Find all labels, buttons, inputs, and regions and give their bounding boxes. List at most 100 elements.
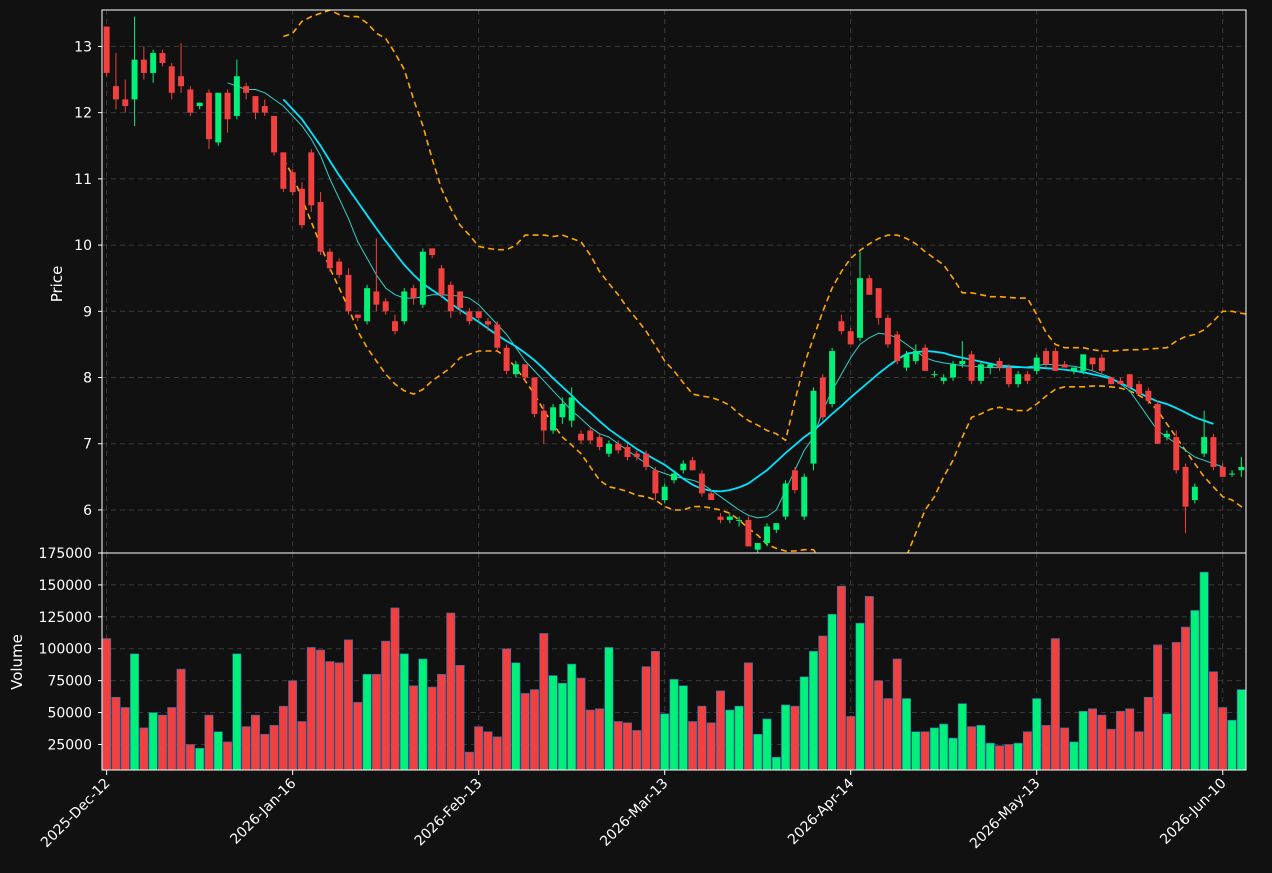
candle-body [736, 519, 743, 521]
candle-body [1210, 437, 1217, 467]
price-tick-label: 8 [83, 371, 92, 387]
candles [103, 16, 1245, 553]
volume-bar [716, 690, 725, 770]
candle-body [373, 291, 380, 305]
volume-bar [799, 676, 809, 770]
candle-body [1015, 374, 1022, 385]
volume-bar [399, 653, 409, 770]
candle-body [680, 463, 687, 471]
candle-body [866, 278, 873, 295]
candle-body [1080, 354, 1087, 371]
volume-bar [185, 744, 195, 770]
price-tick-label: 10 [74, 238, 92, 254]
volume-bar [827, 613, 837, 770]
candle-body [438, 268, 445, 295]
price-tick-label: 9 [83, 304, 92, 320]
volume-bar [539, 633, 549, 770]
volume-bar [809, 650, 818, 770]
volume-bar [418, 658, 428, 770]
volume-bar [874, 680, 884, 770]
candle-body [652, 470, 659, 494]
volume-bar [771, 756, 781, 770]
price-tick-label: 11 [74, 172, 92, 188]
volume-tick-label: 50000 [47, 706, 92, 722]
candle-body [661, 486, 668, 501]
price-axis-ticks: 6 7 8 9 10 11 12 13 [74, 39, 102, 519]
volume-bar [1106, 728, 1116, 770]
candle-body [596, 437, 603, 448]
volume-bar [334, 662, 344, 770]
candle-body [1145, 390, 1152, 401]
volume-bar [1115, 710, 1125, 770]
volume-bar [157, 714, 167, 770]
candle-body [401, 291, 408, 322]
volume-bar [557, 682, 567, 770]
volume-bar [985, 742, 995, 770]
candle-body [391, 321, 398, 332]
volume-bar [223, 741, 233, 770]
candle-body [950, 364, 957, 378]
candle-body [559, 404, 566, 418]
volume-bar [195, 747, 205, 770]
candle-body [429, 248, 436, 256]
volume-bar [269, 725, 279, 770]
candle-body [717, 516, 724, 520]
volume-bar [427, 686, 437, 770]
candle-body [215, 92, 222, 143]
volume-bar [567, 663, 577, 770]
candle-body [345, 274, 352, 312]
candle-body [940, 377, 947, 381]
candle-body [726, 516, 733, 520]
volume-bar [1134, 731, 1144, 770]
candle-body [1033, 357, 1040, 371]
candle-body [987, 364, 994, 368]
candle-body [522, 364, 529, 378]
candle-body [298, 188, 305, 226]
candle-body [1154, 404, 1161, 444]
volume-bar [753, 733, 763, 770]
candle-body [382, 301, 389, 312]
candle-body [643, 453, 650, 467]
volume-bar [1153, 644, 1163, 770]
volume-bar [911, 731, 921, 770]
candle-body [150, 53, 157, 73]
volume-bar [241, 726, 251, 770]
candle-body [131, 59, 138, 100]
volume-bar [855, 622, 865, 770]
candle-body [1182, 466, 1189, 507]
candle-body [903, 354, 910, 368]
volume-axis-ticks: 25000 50000 75000 100000 125000 150000 175000 [39, 546, 102, 753]
candle-body [959, 360, 966, 365]
volume-bar [102, 638, 112, 770]
volume-bar [362, 673, 372, 770]
volume-bar [502, 648, 512, 770]
candle-body [754, 543, 761, 550]
candle-body [485, 321, 491, 325]
volume-bar [260, 733, 270, 770]
candle-body [140, 59, 147, 73]
volume-bar [706, 722, 716, 770]
candle-body [838, 321, 845, 332]
volume-bar [1190, 610, 1200, 770]
volume-bar [1041, 725, 1051, 770]
candle-body [773, 523, 780, 530]
candle-body [1126, 374, 1133, 388]
price-tick-label: 13 [74, 39, 92, 55]
volume-bar [995, 745, 1005, 770]
price-grid [102, 10, 1246, 553]
volume-bar [1199, 571, 1209, 770]
candle-body [1024, 374, 1031, 381]
volume-bars [102, 571, 1246, 770]
candle-body [801, 476, 808, 517]
candle-body [280, 152, 287, 189]
candle-body [364, 288, 371, 322]
volume-bar [1060, 727, 1070, 770]
candle-body [922, 347, 929, 371]
volume-bar [1078, 710, 1088, 770]
candle-body [875, 288, 882, 318]
volume-bar [353, 702, 363, 770]
volume-bar [1181, 626, 1191, 770]
candle-body [894, 334, 901, 361]
volume-bar [288, 680, 298, 770]
